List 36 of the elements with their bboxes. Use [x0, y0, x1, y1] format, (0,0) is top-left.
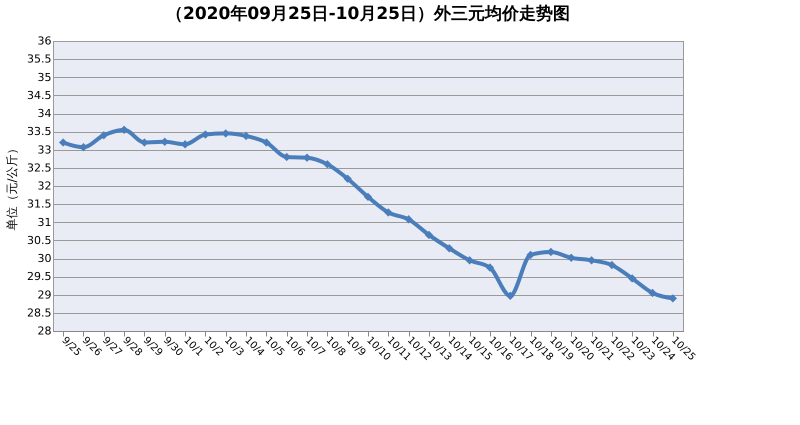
point [424, 230, 434, 240]
point [567, 254, 576, 262]
point [465, 256, 474, 264]
point [323, 160, 332, 168]
y-tick-label: 32.5 [27, 161, 52, 174]
y-axis-title: 单位（元/公斤） [5, 142, 20, 231]
point [608, 260, 616, 270]
y-tick-label: 33.5 [27, 125, 52, 138]
point [100, 131, 108, 140]
point [364, 192, 372, 202]
point [262, 138, 271, 147]
point [628, 274, 636, 283]
y-tick-label: 30.5 [27, 234, 52, 247]
y-tick-label: 29 [38, 288, 52, 302]
point [343, 174, 352, 183]
y-tick-label: 29.5 [27, 270, 52, 284]
point [445, 244, 454, 253]
point [58, 138, 68, 147]
y-tick-label: 30 [38, 252, 52, 265]
y-tick-label: 33 [38, 143, 52, 156]
y-tick-label: 28 [38, 324, 52, 338]
chart-title: （2020年09月25日-10月25日）外三元均价走势图 [166, 4, 570, 24]
point [384, 208, 393, 217]
point [404, 215, 413, 224]
y-tick-label: 28.5 [27, 306, 52, 320]
y-tick-label: 34 [38, 107, 52, 120]
y-tick-label: 35.5 [27, 52, 52, 66]
y-tick-label: 31 [38, 216, 52, 229]
point [648, 288, 657, 298]
y-tick-label: 32 [38, 180, 52, 192]
point [506, 292, 514, 300]
y-tick-label: 36 [38, 34, 52, 48]
y-tick-label: 31.5 [27, 198, 52, 211]
y-tick-label: 35 [38, 70, 52, 84]
y-tick-label: 34.5 [27, 88, 52, 102]
point [486, 263, 494, 272]
